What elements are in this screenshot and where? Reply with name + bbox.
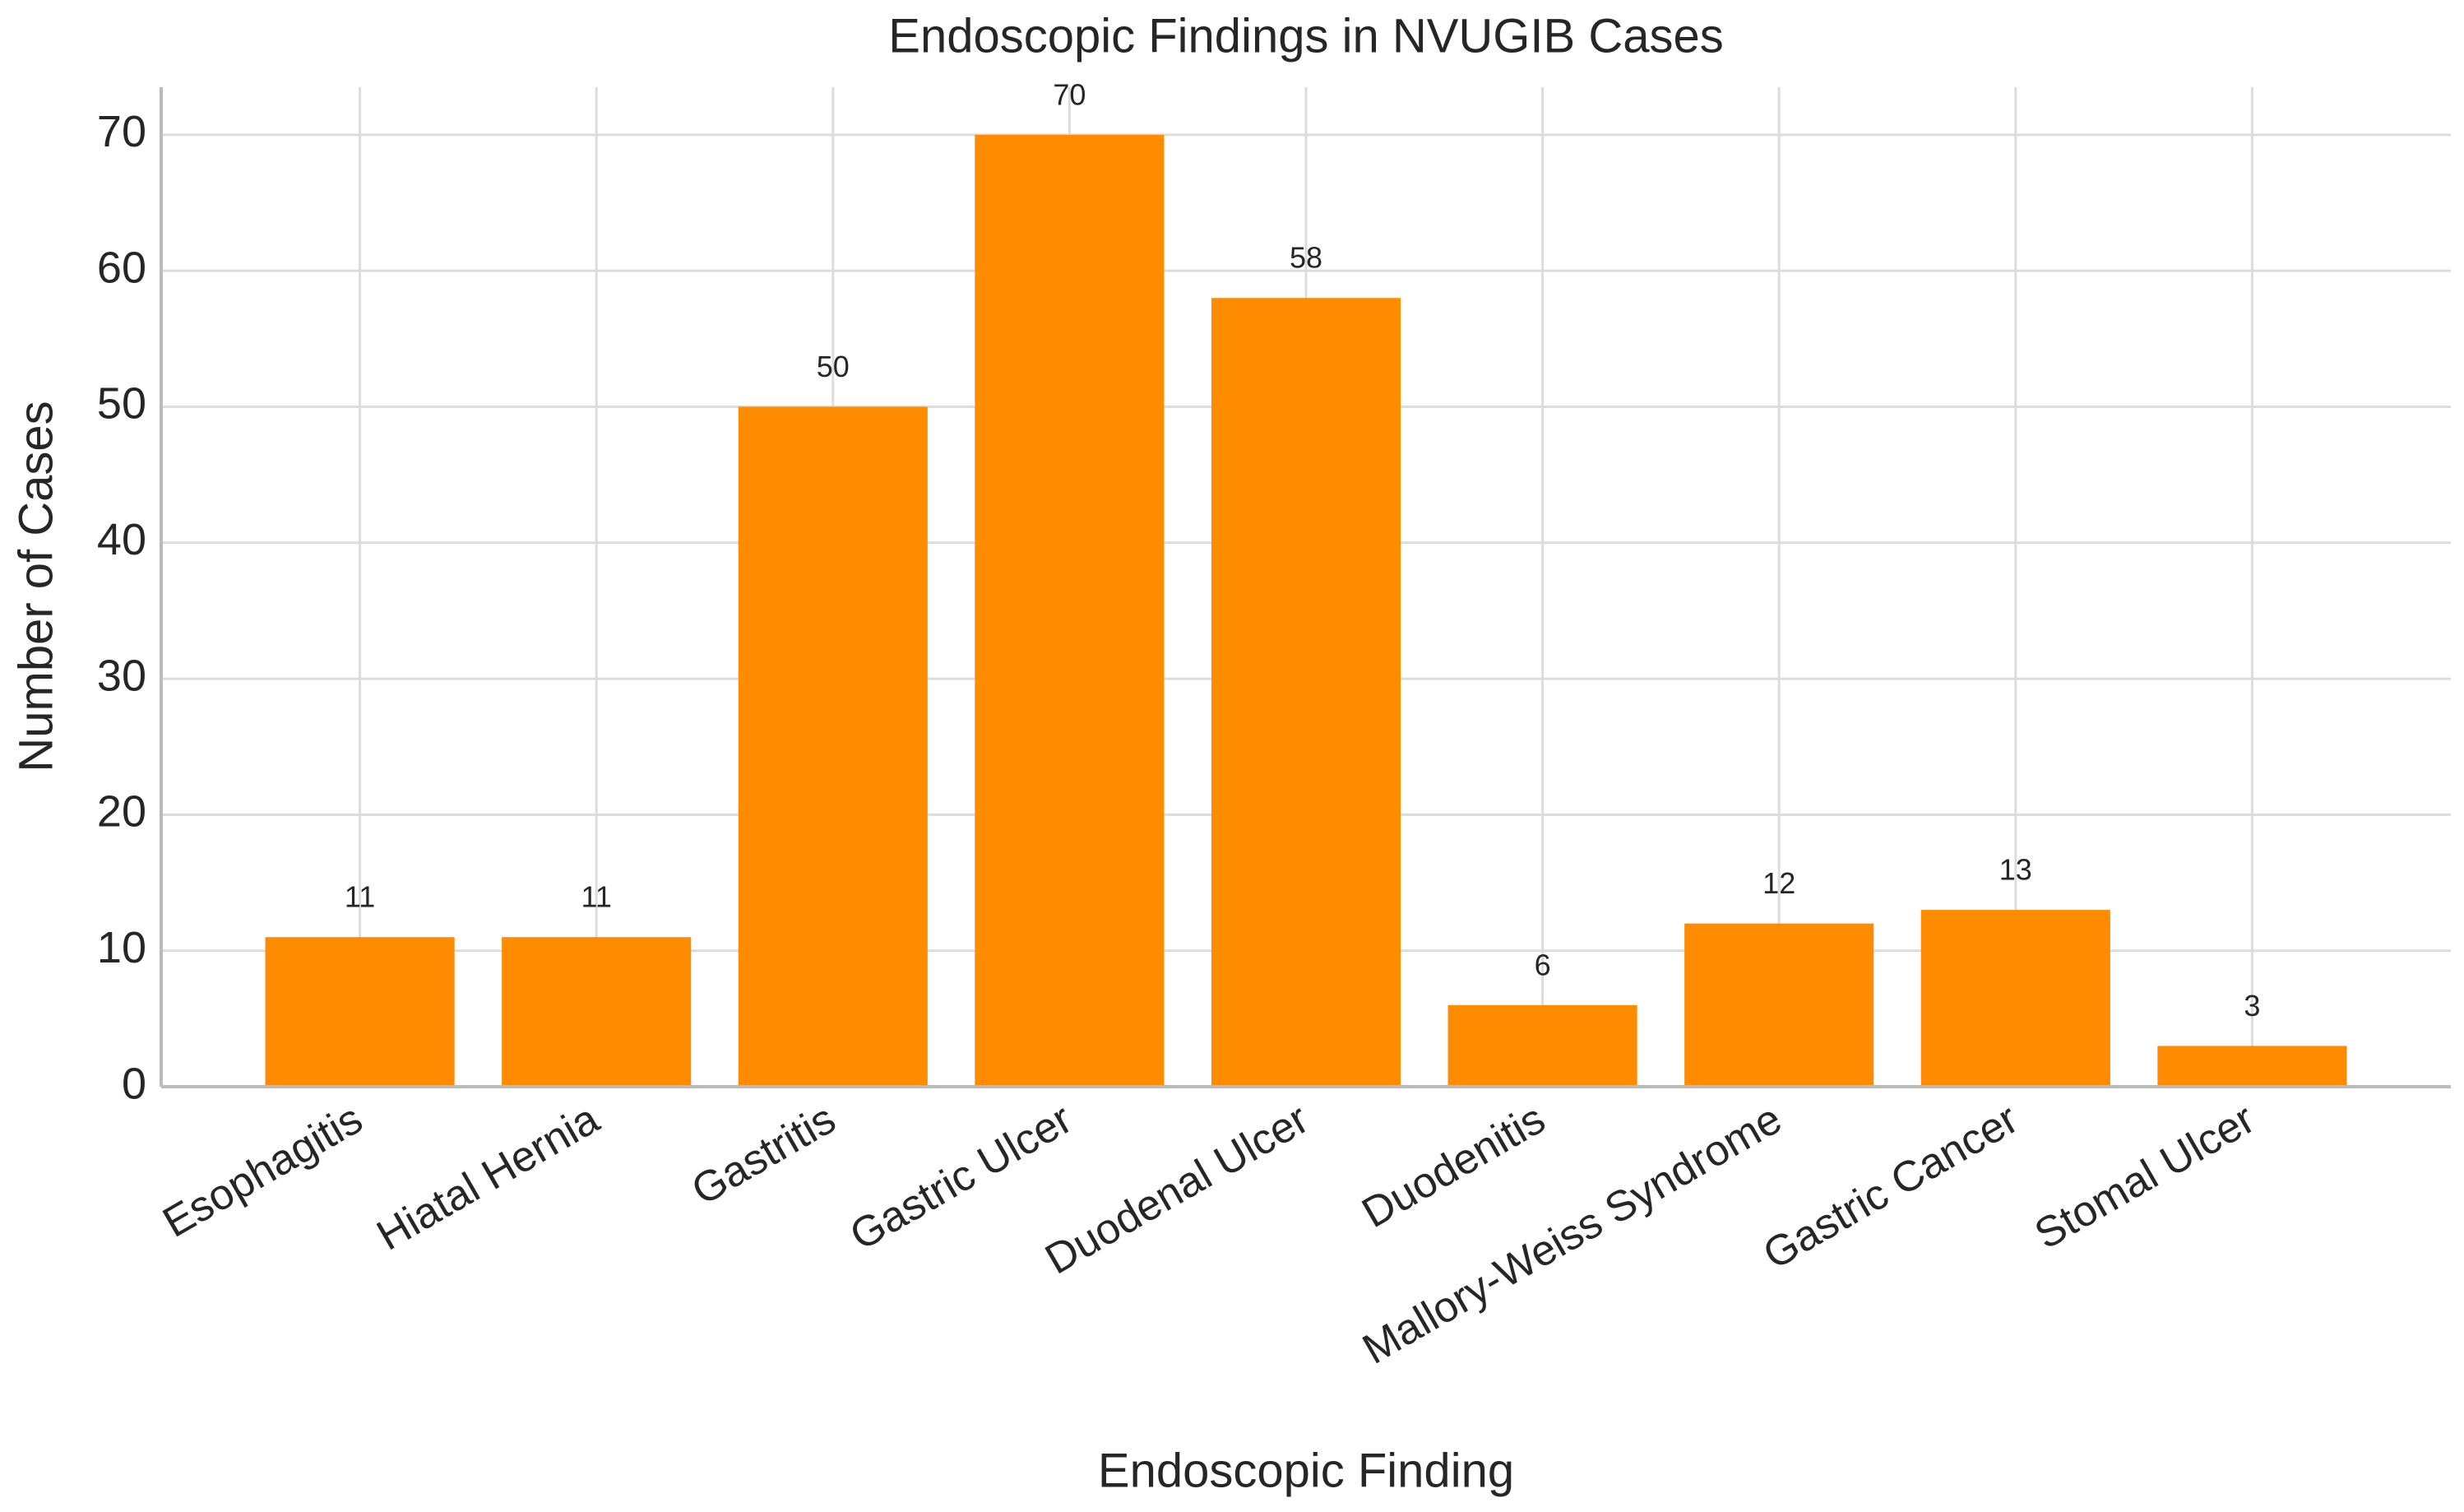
value-label: 12 <box>1762 866 1795 900</box>
value-label: 11 <box>345 880 375 914</box>
y-tick-label: 60 <box>97 243 146 292</box>
bar <box>1920 910 2110 1087</box>
x-tick-label: Gastric Cancer <box>1755 1095 2026 1279</box>
y-tick-label: 40 <box>97 515 146 564</box>
value-label: 50 <box>817 350 850 383</box>
x-tick-label: Duodenal Ulcer <box>1037 1095 1316 1283</box>
y-tick-label: 20 <box>97 787 146 837</box>
chart-title: Endoscopic Findings in NVUGIB Cases <box>888 9 1723 63</box>
value-label: 3 <box>2244 989 2260 1023</box>
value-label: 58 <box>1290 241 1322 275</box>
value-label: 11 <box>581 880 612 914</box>
x-tick-label: Hiatal Hernia <box>369 1095 607 1260</box>
y-tick-label: 50 <box>97 379 146 429</box>
x-tick-label: Esophagitis <box>155 1095 371 1247</box>
x-tick-label: Stomal Ulcer <box>2027 1095 2263 1259</box>
bar <box>1447 1004 1637 1087</box>
bar <box>738 406 928 1088</box>
value-label: 70 <box>1053 77 1086 111</box>
x-tick-label: Mallory-Weiss Syndrome <box>1355 1095 1790 1374</box>
y-tick-label: 70 <box>97 107 146 156</box>
value-label: 6 <box>1535 948 1551 981</box>
bar <box>502 937 692 1087</box>
x-tick-label: Gastric Ulcer <box>842 1095 1080 1259</box>
x-tick-label: Gastritis <box>684 1095 844 1215</box>
x-tick-label: Duodenitis <box>1355 1095 1554 1237</box>
x-axis-label: Endoscopic Finding <box>1098 1444 1514 1497</box>
y-tick-label: 0 <box>122 1059 146 1108</box>
bar <box>1211 298 1401 1087</box>
y-tick-label: 10 <box>97 923 146 972</box>
bar <box>1684 923 1874 1087</box>
bar <box>975 134 1165 1087</box>
y-tick-label: 30 <box>97 651 146 700</box>
bar <box>265 937 455 1087</box>
bar <box>2157 1046 2347 1087</box>
value-label: 13 <box>1999 853 2032 887</box>
y-axis-label: Number of Cases <box>9 401 63 772</box>
